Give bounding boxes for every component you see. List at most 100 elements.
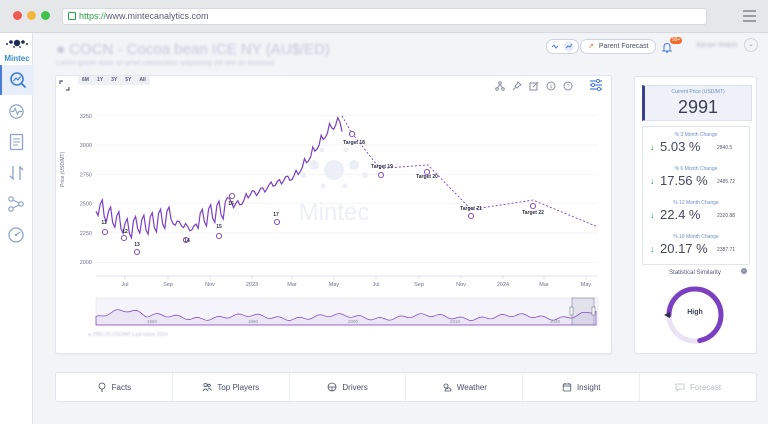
x-tick-label: Jul bbox=[372, 282, 379, 288]
sidebar: Mintec bbox=[0, 33, 34, 424]
parent-forecast-button[interactable]: ↗ Parent Forecast bbox=[580, 39, 656, 54]
change-stat-18m: % 18 Month Change ↓ 20.17 % 2387.71 bbox=[650, 234, 736, 256]
grid bbox=[96, 115, 598, 277]
chart-mode-toggle[interactable] bbox=[546, 39, 579, 54]
info-icon[interactable]: i bbox=[741, 268, 747, 274]
navigator-tick-label: 1980 bbox=[147, 319, 158, 324]
navigator-line bbox=[95, 309, 597, 326]
logo-text: Mintec bbox=[4, 54, 30, 63]
sidebar-item-compare[interactable] bbox=[0, 158, 32, 188]
chart-settings-icon[interactable] bbox=[588, 78, 604, 92]
logo-dots-icon bbox=[6, 39, 28, 48]
sidebar-item-reports[interactable] bbox=[0, 127, 32, 157]
event-marker-label: 16 bbox=[228, 201, 234, 207]
swap-icon bbox=[9, 165, 23, 181]
navigator-handle-left[interactable] bbox=[569, 306, 574, 316]
target-marker[interactable] bbox=[348, 130, 356, 138]
range-button-3y[interactable]: 3Y bbox=[111, 77, 118, 83]
gauge-icon bbox=[8, 227, 24, 243]
chevron-down-icon[interactable]: ⌄ bbox=[744, 38, 758, 52]
x-tick-label: May bbox=[581, 282, 592, 288]
similarity-title: Statistical Similarity bbox=[669, 270, 721, 276]
minimize-window-button[interactable] bbox=[27, 11, 36, 20]
commodity-title-blurred: ● COCN - Cocoa bean ICE NY (AU$/ED) bbox=[56, 41, 330, 58]
x-tick-label: 2023 bbox=[246, 282, 258, 288]
forecast-line bbox=[341, 115, 599, 228]
sidebar-item-gauge[interactable] bbox=[0, 220, 32, 250]
change-stat-3m: % 3 Month Change ↓ 5.03 % 2840.5 bbox=[650, 132, 733, 154]
event-marker[interactable] bbox=[228, 192, 236, 200]
mintec-logo[interactable]: Mintec bbox=[2, 36, 32, 63]
pin-icon[interactable] bbox=[511, 80, 522, 91]
steering-icon bbox=[327, 382, 337, 392]
tab-weather[interactable]: Weather bbox=[406, 373, 524, 401]
calendar-icon bbox=[562, 383, 572, 392]
maximize-window-button[interactable] bbox=[41, 11, 50, 20]
event-marker[interactable] bbox=[101, 228, 109, 236]
navigator-window[interactable] bbox=[571, 297, 595, 326]
target-marker[interactable] bbox=[377, 171, 385, 179]
time-range-selector: 6M 1Y 3Y 5Y All bbox=[78, 76, 150, 85]
sun-cloud-icon bbox=[443, 383, 452, 392]
target-marker[interactable] bbox=[529, 202, 537, 210]
commodity-subtitle-blurred: Lorem ipsum dolor sit amet consectetur a… bbox=[56, 60, 274, 67]
range-button-all[interactable]: All bbox=[139, 77, 146, 83]
event-marker[interactable] bbox=[182, 236, 190, 244]
event-marker[interactable] bbox=[120, 234, 128, 242]
edit-icon[interactable] bbox=[528, 80, 539, 91]
target-marker[interactable] bbox=[423, 168, 431, 176]
user-name-blurred[interactable]: Adrian Walsh bbox=[696, 42, 738, 49]
event-marker-label: 11 bbox=[101, 220, 107, 226]
hierarchy-icon[interactable] bbox=[494, 80, 505, 91]
url-text: https://www.mintecanalytics.com bbox=[79, 11, 209, 21]
help-icon[interactable]: ? bbox=[562, 80, 573, 91]
range-button-5y[interactable]: 5Y bbox=[125, 77, 132, 83]
arrow-down-icon: ↓ bbox=[650, 176, 655, 186]
range-button-6m[interactable]: 6M bbox=[82, 77, 89, 83]
tab-drivers[interactable]: Drivers bbox=[290, 373, 407, 401]
sidebar-item-pulse[interactable] bbox=[0, 96, 32, 126]
pulse-icon bbox=[8, 103, 24, 119]
info-icon[interactable] bbox=[545, 80, 556, 91]
notifications-bell-icon[interactable] bbox=[661, 40, 673, 58]
browser-chrome: https://www.mintecanalytics.com bbox=[0, 0, 768, 33]
navigator-tick-label: 2000 bbox=[348, 319, 359, 324]
chat-icon bbox=[675, 383, 685, 392]
sidebar-item-network[interactable] bbox=[0, 189, 32, 219]
sidebar-item-explore[interactable] bbox=[0, 65, 34, 95]
event-marker-label: 13 bbox=[134, 242, 140, 248]
target-label: Target 18 bbox=[343, 140, 365, 146]
event-marker[interactable] bbox=[273, 218, 281, 226]
event-marker[interactable] bbox=[215, 232, 223, 240]
event-marker[interactable] bbox=[133, 248, 141, 256]
tab-forecast[interactable]: Forecast bbox=[640, 373, 756, 401]
chart-toolbar: ? bbox=[494, 80, 573, 91]
navigator-tick-label: 2010 bbox=[450, 319, 461, 324]
event-marker-label: 17 bbox=[273, 212, 279, 218]
address-bar[interactable]: https://www.mintecanalytics.com bbox=[62, 8, 707, 25]
close-window-button[interactable] bbox=[13, 11, 22, 20]
tab-insight[interactable]: Insight bbox=[523, 373, 641, 401]
range-button-1y[interactable]: 1Y bbox=[96, 77, 104, 83]
expand-icon[interactable] bbox=[59, 80, 70, 91]
current-price-label: Current Price (USD/MT) bbox=[671, 89, 725, 95]
target-label: Target 19 bbox=[371, 164, 393, 170]
stats-panel bbox=[634, 76, 757, 354]
browser-menu-icon[interactable] bbox=[743, 10, 756, 25]
change-stats: % 3 Month Change ↓ 5.03 % 2840.5 % 6 Mon… bbox=[642, 126, 750, 265]
svg-text:?: ? bbox=[566, 84, 569, 90]
watermark-text: Mintec bbox=[299, 199, 370, 226]
target-label: Target 22 bbox=[522, 210, 544, 216]
tab-facts[interactable]: Facts bbox=[56, 373, 173, 401]
navigator-handle-right[interactable] bbox=[591, 306, 596, 316]
target-marker[interactable] bbox=[467, 212, 475, 220]
event-marker-label: 12 bbox=[122, 229, 128, 235]
network-icon bbox=[8, 196, 24, 212]
y-tick-label: 3250 bbox=[80, 114, 92, 120]
notification-count-badge: 99+ bbox=[670, 37, 683, 44]
arrow-down-icon: ↓ bbox=[650, 244, 655, 254]
range-navigator[interactable]: 1980 1990 2000 2010 2020 bbox=[95, 297, 599, 326]
x-tick-label: 2024 bbox=[497, 282, 509, 288]
tab-top-players[interactable]: Top Players bbox=[173, 373, 290, 401]
